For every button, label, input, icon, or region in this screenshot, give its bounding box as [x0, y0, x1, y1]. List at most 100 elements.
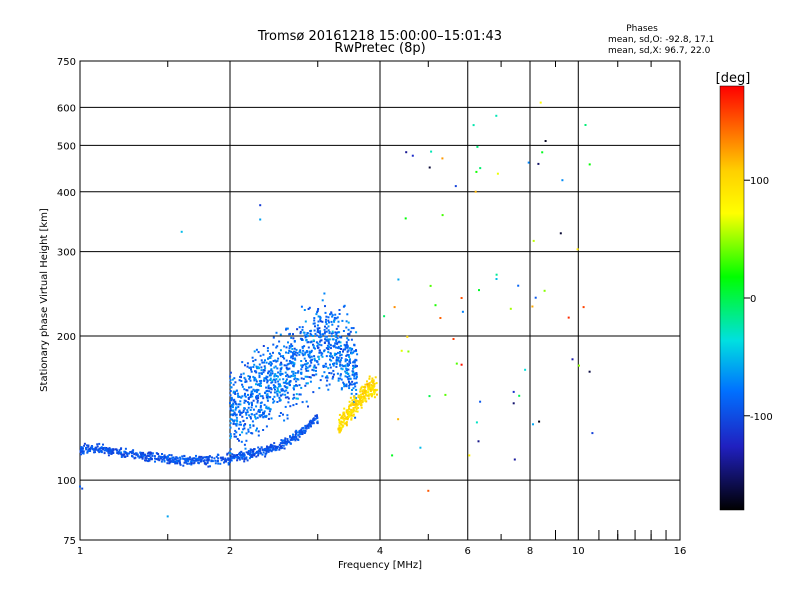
data-point	[188, 462, 191, 465]
data-point	[287, 397, 290, 400]
data-point	[197, 462, 200, 465]
data-point	[352, 387, 355, 390]
data-point	[236, 456, 239, 459]
data-point	[319, 330, 321, 333]
data-point	[292, 393, 295, 396]
data-point	[353, 396, 356, 399]
data-point	[287, 341, 289, 344]
data-point	[229, 458, 232, 461]
data-point	[252, 360, 255, 363]
data-point	[131, 455, 133, 457]
data-point	[372, 380, 375, 383]
data-point	[105, 447, 108, 449]
data-point	[235, 422, 238, 425]
data-point	[274, 365, 277, 368]
data-point	[330, 372, 333, 375]
data-point	[345, 416, 348, 419]
data-point	[338, 352, 341, 355]
data-point	[277, 371, 280, 374]
data-point	[261, 453, 264, 456]
data-point	[346, 344, 349, 347]
data-point	[168, 457, 171, 460]
data-point	[172, 460, 175, 463]
data-point	[455, 362, 458, 365]
data-point	[419, 446, 422, 449]
data-point	[272, 351, 274, 354]
data-point	[227, 458, 230, 461]
data-point	[428, 395, 431, 398]
data-point	[81, 448, 84, 451]
data-point	[475, 170, 478, 173]
data-point	[267, 406, 270, 409]
y-tick-label: 750	[57, 57, 76, 68]
data-point	[352, 410, 355, 413]
data-point	[269, 377, 272, 380]
data-point	[183, 454, 186, 457]
data-point	[245, 413, 248, 416]
data-point	[311, 335, 314, 337]
data-point	[359, 388, 362, 391]
data-point	[478, 289, 480, 292]
data-point	[247, 430, 250, 433]
data-point	[518, 394, 521, 397]
data-point	[229, 379, 232, 382]
data-point	[118, 451, 121, 454]
data-point	[299, 349, 302, 352]
data-point	[225, 458, 228, 461]
data-point	[355, 400, 358, 402]
data-point	[278, 396, 281, 399]
data-point	[277, 385, 280, 388]
data-point	[239, 421, 242, 424]
data-point	[304, 424, 307, 427]
data-point	[361, 401, 364, 404]
data-point	[129, 451, 132, 454]
data-point	[260, 401, 263, 404]
data-point	[279, 363, 282, 366]
data-point	[315, 369, 317, 372]
data-point	[285, 366, 288, 369]
data-point	[233, 433, 236, 436]
data-point	[247, 375, 250, 378]
data-point	[255, 365, 258, 368]
data-point	[243, 424, 245, 427]
data-point	[345, 409, 348, 412]
data-point	[91, 448, 94, 451]
data-point	[297, 378, 300, 381]
data-point	[269, 352, 272, 355]
data-point	[241, 453, 244, 456]
data-point	[92, 448, 95, 451]
data-point	[270, 369, 273, 372]
data-point	[247, 398, 250, 400]
data-point	[360, 393, 362, 396]
data-point	[314, 347, 316, 350]
data-point	[247, 406, 250, 409]
data-point	[288, 347, 291, 350]
data-point	[335, 356, 338, 359]
data-point	[316, 311, 319, 314]
data-point	[219, 462, 222, 465]
data-point	[279, 355, 282, 358]
data-point	[281, 388, 284, 391]
data-point	[257, 454, 260, 457]
data-point	[301, 366, 304, 368]
data-point	[303, 309, 306, 311]
data-point	[305, 359, 307, 362]
data-point	[222, 458, 225, 461]
data-point	[246, 451, 249, 454]
data-point	[283, 345, 286, 348]
data-point	[304, 384, 307, 387]
data-point	[353, 344, 356, 347]
data-point	[229, 426, 232, 429]
data-point	[235, 431, 238, 434]
data-point	[123, 450, 126, 453]
data-point	[161, 453, 163, 455]
data-point	[334, 335, 337, 338]
data-point	[252, 424, 255, 427]
data-point	[340, 423, 343, 426]
data-point	[280, 361, 283, 364]
data-point	[155, 458, 158, 460]
data-point	[158, 459, 161, 462]
data-point	[298, 393, 301, 396]
data-point	[238, 403, 240, 406]
data-point	[254, 415, 257, 418]
